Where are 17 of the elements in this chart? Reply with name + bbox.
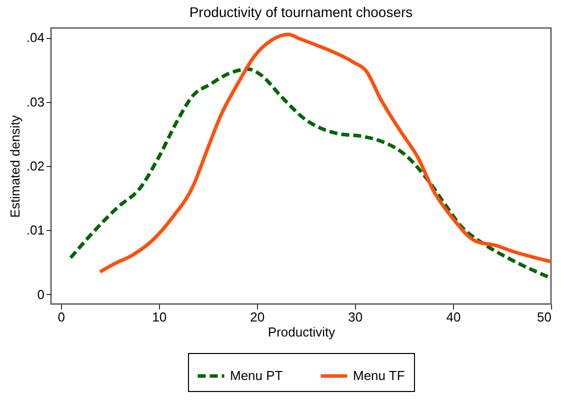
y-tick-label: .03 <box>26 94 44 110</box>
x-tick-label: 50 <box>537 310 552 324</box>
line-series <box>98 32 553 274</box>
y-tick-label: .01 <box>26 222 44 238</box>
x-tick-label: 40 <box>446 310 461 324</box>
y-tick-label: 0 <box>37 286 44 302</box>
y-axis-title: Estimated density <box>7 114 22 218</box>
y-tick-label: .04 <box>26 30 44 46</box>
x-tick-label: 0 <box>58 310 65 324</box>
x-tick-label: 20 <box>250 310 265 324</box>
legend-label: Menu PT <box>230 368 283 383</box>
x-axis-title: Productivity <box>268 324 336 340</box>
chart-title: Productivity of tournament choosers <box>189 4 413 20</box>
x-tick-label: 10 <box>152 310 167 324</box>
x-tick-label: 30 <box>348 310 363 324</box>
y-tick-label: .02 <box>26 158 44 174</box>
legend-label: Menu TF <box>353 368 405 383</box>
